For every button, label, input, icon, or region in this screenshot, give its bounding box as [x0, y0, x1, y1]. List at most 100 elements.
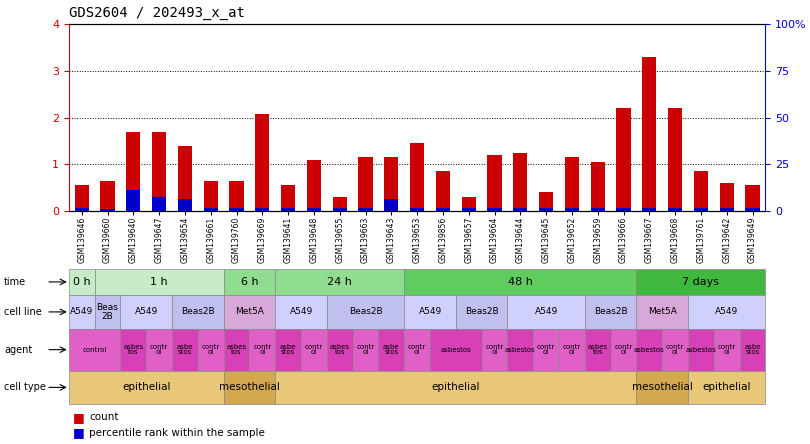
Bar: [539, 208, 553, 211]
Bar: [75, 185, 89, 211]
Text: mesothelial: mesothelial: [219, 382, 280, 392]
Text: 24 h: 24 h: [327, 277, 352, 287]
Bar: [533, 329, 559, 371]
Bar: [637, 269, 765, 295]
Bar: [327, 329, 352, 371]
Text: Beas2B: Beas2B: [594, 307, 628, 317]
Text: contr
ol: contr ol: [666, 344, 684, 355]
Text: contr
ol: contr ol: [305, 344, 323, 355]
Text: Met5A: Met5A: [235, 307, 264, 317]
Text: epithelial: epithelial: [122, 382, 170, 392]
Text: 1 h: 1 h: [151, 277, 168, 287]
Text: A549: A549: [289, 307, 313, 317]
Text: asbestos: asbestos: [441, 347, 471, 353]
Bar: [152, 132, 166, 211]
Text: Beas2B: Beas2B: [181, 307, 215, 317]
Bar: [172, 295, 224, 329]
Bar: [229, 181, 244, 211]
Bar: [275, 295, 327, 329]
Bar: [404, 295, 456, 329]
Bar: [224, 295, 275, 329]
Text: A549: A549: [535, 307, 558, 317]
Text: agent: agent: [4, 345, 32, 355]
Bar: [203, 181, 218, 211]
Bar: [559, 329, 585, 371]
Text: control: control: [83, 347, 107, 353]
Text: cell type: cell type: [4, 382, 46, 392]
Bar: [384, 199, 399, 211]
Text: A549: A549: [134, 307, 158, 317]
Text: A549: A549: [715, 307, 739, 317]
Bar: [668, 108, 682, 211]
Bar: [611, 329, 637, 371]
Bar: [668, 208, 682, 211]
Bar: [69, 371, 224, 404]
Bar: [590, 162, 605, 211]
Text: contr
ol: contr ol: [718, 344, 735, 355]
Text: asbe
stos: asbe stos: [383, 344, 399, 355]
Bar: [514, 208, 527, 211]
Text: 6 h: 6 h: [241, 277, 258, 287]
Bar: [100, 209, 115, 211]
Text: GDS2604 / 202493_x_at: GDS2604 / 202493_x_at: [69, 6, 245, 20]
Text: asbestos: asbestos: [634, 347, 665, 353]
Bar: [384, 157, 399, 211]
Text: contr
ol: contr ol: [537, 344, 556, 355]
Bar: [694, 171, 708, 211]
Bar: [301, 329, 327, 371]
Text: asbe
stos: asbe stos: [177, 344, 194, 355]
Bar: [410, 143, 424, 211]
Bar: [307, 160, 321, 211]
Bar: [275, 329, 301, 371]
Text: ■: ■: [73, 426, 85, 440]
Bar: [719, 183, 734, 211]
Text: 0 h: 0 h: [73, 277, 91, 287]
Bar: [637, 371, 688, 404]
Text: epithelial: epithelial: [432, 382, 480, 392]
Bar: [152, 197, 166, 211]
Bar: [590, 208, 605, 211]
Bar: [745, 208, 760, 211]
Bar: [740, 329, 765, 371]
Bar: [281, 208, 295, 211]
Text: contr
ol: contr ol: [150, 344, 168, 355]
Bar: [642, 57, 656, 211]
Text: asbestos: asbestos: [505, 347, 535, 353]
Bar: [69, 329, 121, 371]
Bar: [616, 208, 631, 211]
Bar: [126, 190, 140, 211]
Bar: [456, 295, 507, 329]
Bar: [327, 295, 404, 329]
Text: time: time: [4, 277, 26, 287]
Bar: [514, 153, 527, 211]
Text: percentile rank within the sample: percentile rank within the sample: [89, 428, 265, 438]
Bar: [404, 269, 637, 295]
Bar: [616, 108, 631, 211]
Text: A549: A549: [419, 307, 441, 317]
Text: A549: A549: [70, 307, 93, 317]
Bar: [333, 208, 347, 211]
Bar: [507, 329, 533, 371]
Bar: [359, 208, 373, 211]
Bar: [585, 329, 611, 371]
Bar: [255, 115, 270, 211]
Text: Met5A: Met5A: [648, 307, 676, 317]
Text: asbes
tos: asbes tos: [227, 344, 246, 355]
Bar: [281, 185, 295, 211]
Text: cell line: cell line: [4, 307, 42, 317]
Bar: [637, 295, 688, 329]
Bar: [172, 329, 198, 371]
Bar: [359, 157, 373, 211]
Bar: [100, 181, 115, 211]
Text: contr
ol: contr ol: [615, 344, 633, 355]
Bar: [249, 329, 275, 371]
Bar: [275, 371, 637, 404]
Text: asbe
stos: asbe stos: [744, 344, 761, 355]
Bar: [745, 185, 760, 211]
Bar: [333, 197, 347, 211]
Bar: [694, 208, 708, 211]
Bar: [224, 329, 249, 371]
Bar: [436, 171, 450, 211]
Text: epithelial: epithelial: [702, 382, 751, 392]
Bar: [178, 199, 192, 211]
